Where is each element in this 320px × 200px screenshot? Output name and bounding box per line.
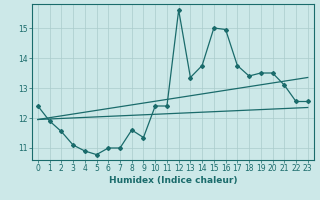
- X-axis label: Humidex (Indice chaleur): Humidex (Indice chaleur): [108, 176, 237, 185]
